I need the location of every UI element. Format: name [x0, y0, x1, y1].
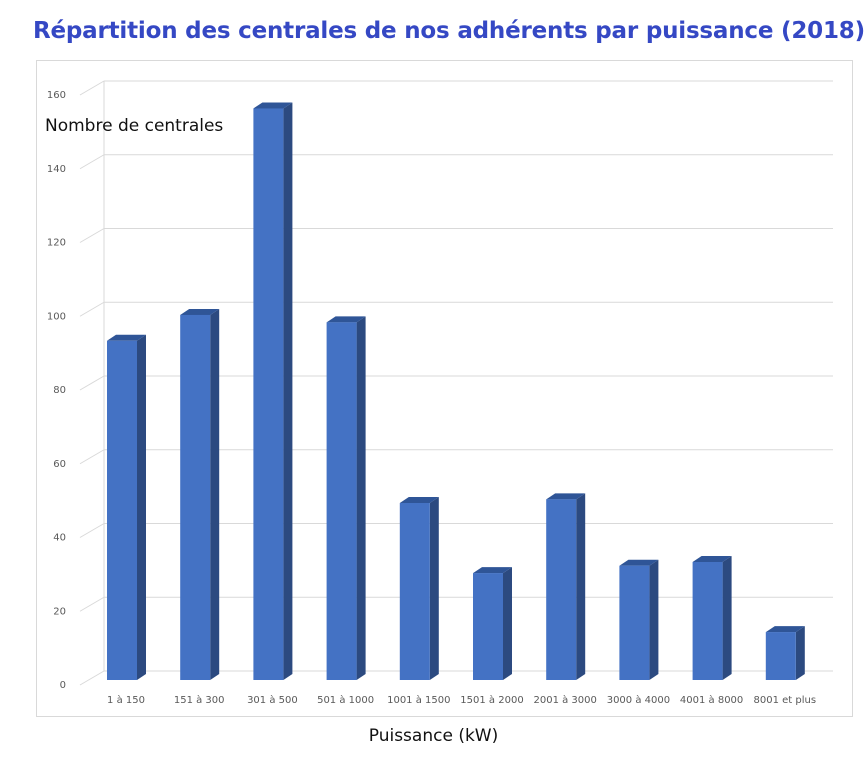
bar-top: [473, 567, 512, 574]
gridline-diagonal: [79, 670, 105, 686]
bar-side: [503, 567, 512, 680]
x-tick-label: 1001 à 1500: [387, 694, 450, 706]
gridline-diagonal: [79, 301, 105, 317]
bar: [253, 108, 284, 680]
bar-side: [210, 308, 220, 680]
y-tick-label: 140: [47, 164, 66, 175]
bar: [107, 340, 137, 680]
x-tick-label: 2001 à 3000: [534, 694, 597, 706]
bar-top: [107, 334, 146, 341]
x-tick-label: 4001 à 8000: [680, 694, 743, 706]
bar-side: [722, 556, 732, 680]
x-tick-labels: 1 à 150 151 à 300 301 à 500 501 à 1000 1001 …: [107, 694, 816, 706]
bar: [180, 314, 211, 680]
y-tick-label: 60: [53, 459, 66, 470]
bar: [473, 573, 503, 680]
y-tick-label: 120: [47, 238, 66, 249]
bar: [546, 499, 577, 680]
bar-side: [576, 493, 586, 680]
bar-side: [795, 626, 805, 680]
bar: [619, 565, 650, 680]
bar-top: [619, 559, 659, 566]
bar: [399, 503, 430, 680]
y-tick-label: 160: [47, 90, 66, 101]
gridline-diagonal: [79, 228, 105, 243]
x-tick-label: 301 à 500: [247, 694, 298, 706]
bar-top: [765, 626, 805, 633]
gridline-diagonal: [79, 523, 105, 538]
bar: [765, 632, 796, 680]
y-axis-label: Nombre de centrales: [45, 116, 224, 136]
y-tick-label: 20: [53, 606, 66, 617]
bar-side: [356, 316, 366, 680]
x-tick-label: 3000 à 4000: [607, 694, 670, 706]
bar-side: [429, 497, 439, 680]
chart-title: Répartition des centrales de nos adhéren…: [33, 18, 865, 44]
x-tick-label: 1 à 150: [107, 694, 145, 706]
x-tick-label: 8001 et plus: [754, 695, 817, 706]
bar-top: [546, 493, 586, 500]
gridline-diagonal: [79, 596, 105, 612]
x-tick-label: 501 à 1000: [317, 694, 374, 706]
bar-top: [692, 556, 732, 562]
y-tick-labels: 0 20 40 60 80 100 120 140 160: [47, 90, 66, 691]
bars: [107, 102, 805, 680]
y-tick-label: 100: [47, 311, 66, 322]
y-tick-label: 0: [60, 680, 66, 691]
gridline-diagonal: [79, 449, 105, 465]
gridline-diagonal: [79, 375, 105, 391]
bar: [692, 562, 723, 680]
bar-top: [326, 316, 366, 323]
x-tick-label: 1501 à 2000: [460, 694, 523, 706]
y-tick-label: 40: [53, 533, 66, 544]
bar-side: [649, 559, 659, 680]
gridline-diagonal: [79, 80, 105, 96]
y-tick-label: 80: [53, 385, 66, 396]
bar: [326, 322, 357, 680]
x-tick-label: 151 à 300: [174, 694, 225, 706]
bar-side: [137, 334, 146, 680]
x-axis-label: Puissance (kW): [368, 726, 499, 746]
gridline-diagonal: [79, 154, 105, 170]
bar-top: [399, 497, 439, 503]
bar-top: [253, 102, 293, 109]
bar-side: [283, 102, 293, 680]
bar-top: [180, 308, 220, 315]
